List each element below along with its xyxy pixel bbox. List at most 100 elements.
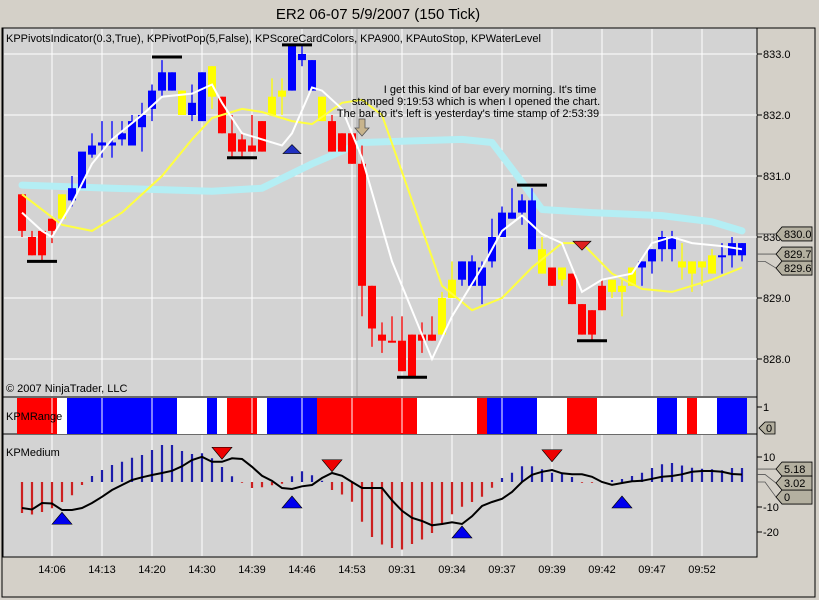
range-cell — [227, 398, 237, 434]
chart-title: ER2 06-07 5/9/2007 (150 Tick) — [276, 6, 480, 23]
candle — [568, 273, 576, 305]
candle-body — [288, 44, 296, 91]
range-cell — [517, 398, 527, 434]
candle-body — [228, 133, 236, 152]
candle-body — [698, 261, 706, 268]
price-tick-label: 828.0 — [763, 354, 791, 366]
candle-body — [678, 261, 686, 268]
candle — [678, 243, 686, 280]
candle — [288, 44, 296, 91]
range-cell — [617, 398, 627, 434]
candle-body — [668, 237, 676, 250]
candle-body — [298, 54, 306, 61]
candle — [38, 230, 46, 262]
range-cell — [307, 398, 317, 434]
medium-value-tag-leader — [757, 481, 777, 498]
price-tag-leader — [757, 260, 777, 269]
candle — [338, 133, 346, 152]
time-tick-label: 14:39 — [238, 564, 266, 576]
candle — [158, 60, 166, 97]
candle-body — [638, 261, 646, 268]
candle — [738, 243, 746, 262]
candle-body — [738, 243, 746, 256]
range-cell — [657, 398, 667, 434]
candle-body — [128, 121, 136, 146]
candle — [428, 316, 436, 341]
medium-value-tag-shape — [775, 489, 813, 505]
range-cell — [567, 398, 577, 434]
time-tick-label: 14:30 — [188, 564, 216, 576]
medium-value-tag: 0 — [784, 492, 790, 504]
candle — [708, 249, 716, 274]
candle — [248, 115, 256, 152]
medium-value-tag-leader — [757, 474, 777, 484]
candle — [658, 230, 666, 262]
range-cell — [127, 398, 137, 434]
medium-value-tag: 5.18 — [784, 464, 805, 476]
candle-body — [388, 340, 396, 343]
candle-body — [338, 133, 346, 152]
range-cell — [377, 398, 387, 434]
candle-body — [158, 72, 166, 91]
candle — [578, 304, 586, 335]
medium-down-arrow-icon — [211, 446, 233, 460]
kpmedium-label: KPMedium — [6, 447, 60, 459]
range-cell — [557, 398, 567, 434]
candle-body — [198, 72, 206, 122]
candle-body — [508, 212, 516, 219]
candle-body — [78, 151, 86, 189]
candle-body — [428, 334, 436, 341]
range-cell — [337, 398, 347, 434]
candle — [88, 133, 96, 158]
price-tag-shape — [775, 226, 813, 242]
candle-body — [548, 267, 556, 286]
range-cell — [607, 398, 617, 434]
candle — [718, 243, 726, 274]
candle — [128, 115, 136, 146]
range-cell — [207, 398, 217, 434]
candle — [608, 279, 616, 298]
time-tick-label: 09:47 — [638, 564, 666, 576]
medium-down-arrow-icon — [321, 459, 343, 473]
range-cell — [137, 398, 147, 434]
candle-body — [398, 340, 406, 372]
range-cell — [27, 398, 37, 434]
range-cell — [587, 398, 597, 434]
candle — [378, 322, 386, 353]
candle-body — [368, 285, 376, 329]
window-frame — [1, 27, 816, 598]
range-cell — [157, 398, 167, 434]
candle-body — [538, 249, 546, 274]
annotation-line-1: I get this kind of bar every morning. It… — [384, 84, 596, 96]
medium-value-tag: 3.02 — [784, 478, 805, 490]
time-tick-label: 09:34 — [438, 564, 466, 576]
candle — [298, 44, 306, 67]
time-tick-label: 14:46 — [288, 564, 316, 576]
candle — [518, 194, 526, 225]
candle — [28, 230, 36, 256]
range-cell — [407, 398, 417, 434]
candle — [548, 267, 556, 286]
candle-body — [68, 188, 76, 201]
range-cell — [507, 398, 517, 434]
candle-body — [178, 90, 186, 115]
candle-body — [58, 194, 66, 219]
candle-body — [188, 102, 196, 115]
candle-body — [708, 255, 716, 274]
price-tick-label: 831.0 — [763, 171, 791, 183]
copyright-text: © 2007 NinjaTrader, LLC — [6, 383, 127, 395]
candle — [618, 279, 626, 317]
medium-tick-label: -20 — [763, 527, 779, 539]
range-cell — [37, 398, 47, 434]
range-cell — [707, 398, 717, 434]
candle-body — [268, 96, 276, 115]
candle-body — [588, 310, 596, 335]
candle — [48, 218, 56, 244]
candle-body — [118, 133, 126, 140]
range-cell — [627, 398, 637, 434]
range-cell — [427, 398, 437, 434]
range-cell — [537, 398, 547, 434]
candle — [368, 285, 376, 347]
candle-body — [728, 243, 736, 256]
